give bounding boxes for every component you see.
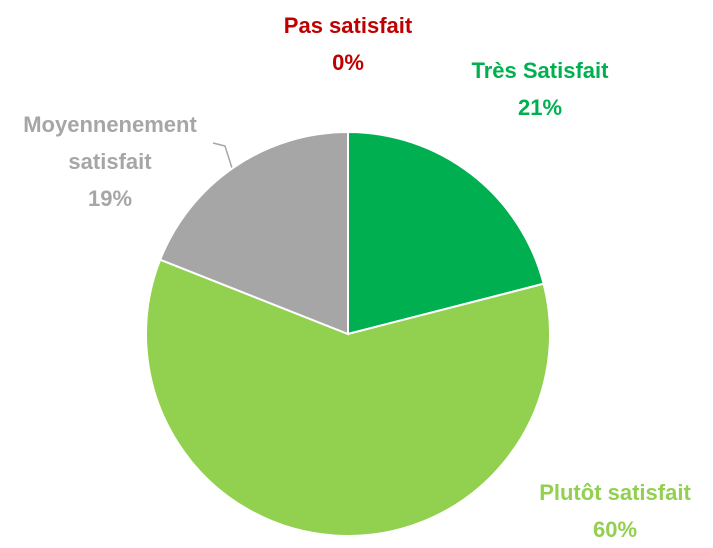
category-label: Plutôt satisfait	[539, 480, 691, 505]
value-label: 21%	[517, 95, 563, 120]
leader-line	[212, 142, 233, 169]
value-label: 19%	[87, 186, 133, 211]
pie-slice	[145, 258, 551, 537]
pie-slice	[158, 130, 349, 336]
category-label: Pas satisfait	[283, 13, 413, 38]
pie-slice	[347, 130, 545, 336]
category-label: Moyennenement satisfait	[23, 112, 197, 174]
slice-label: Très Satisfait 21%	[455, 52, 625, 126]
value-label: 0%	[332, 50, 364, 75]
category-label: Très Satisfait	[471, 58, 609, 83]
slice-label: Pas satisfait 0%	[263, 7, 433, 81]
slice-label: Plutôt satisfait 60%	[500, 474, 713, 548]
slice-label: Moyennenement satisfait 19%	[5, 106, 215, 217]
value-label: 60%	[592, 517, 638, 542]
